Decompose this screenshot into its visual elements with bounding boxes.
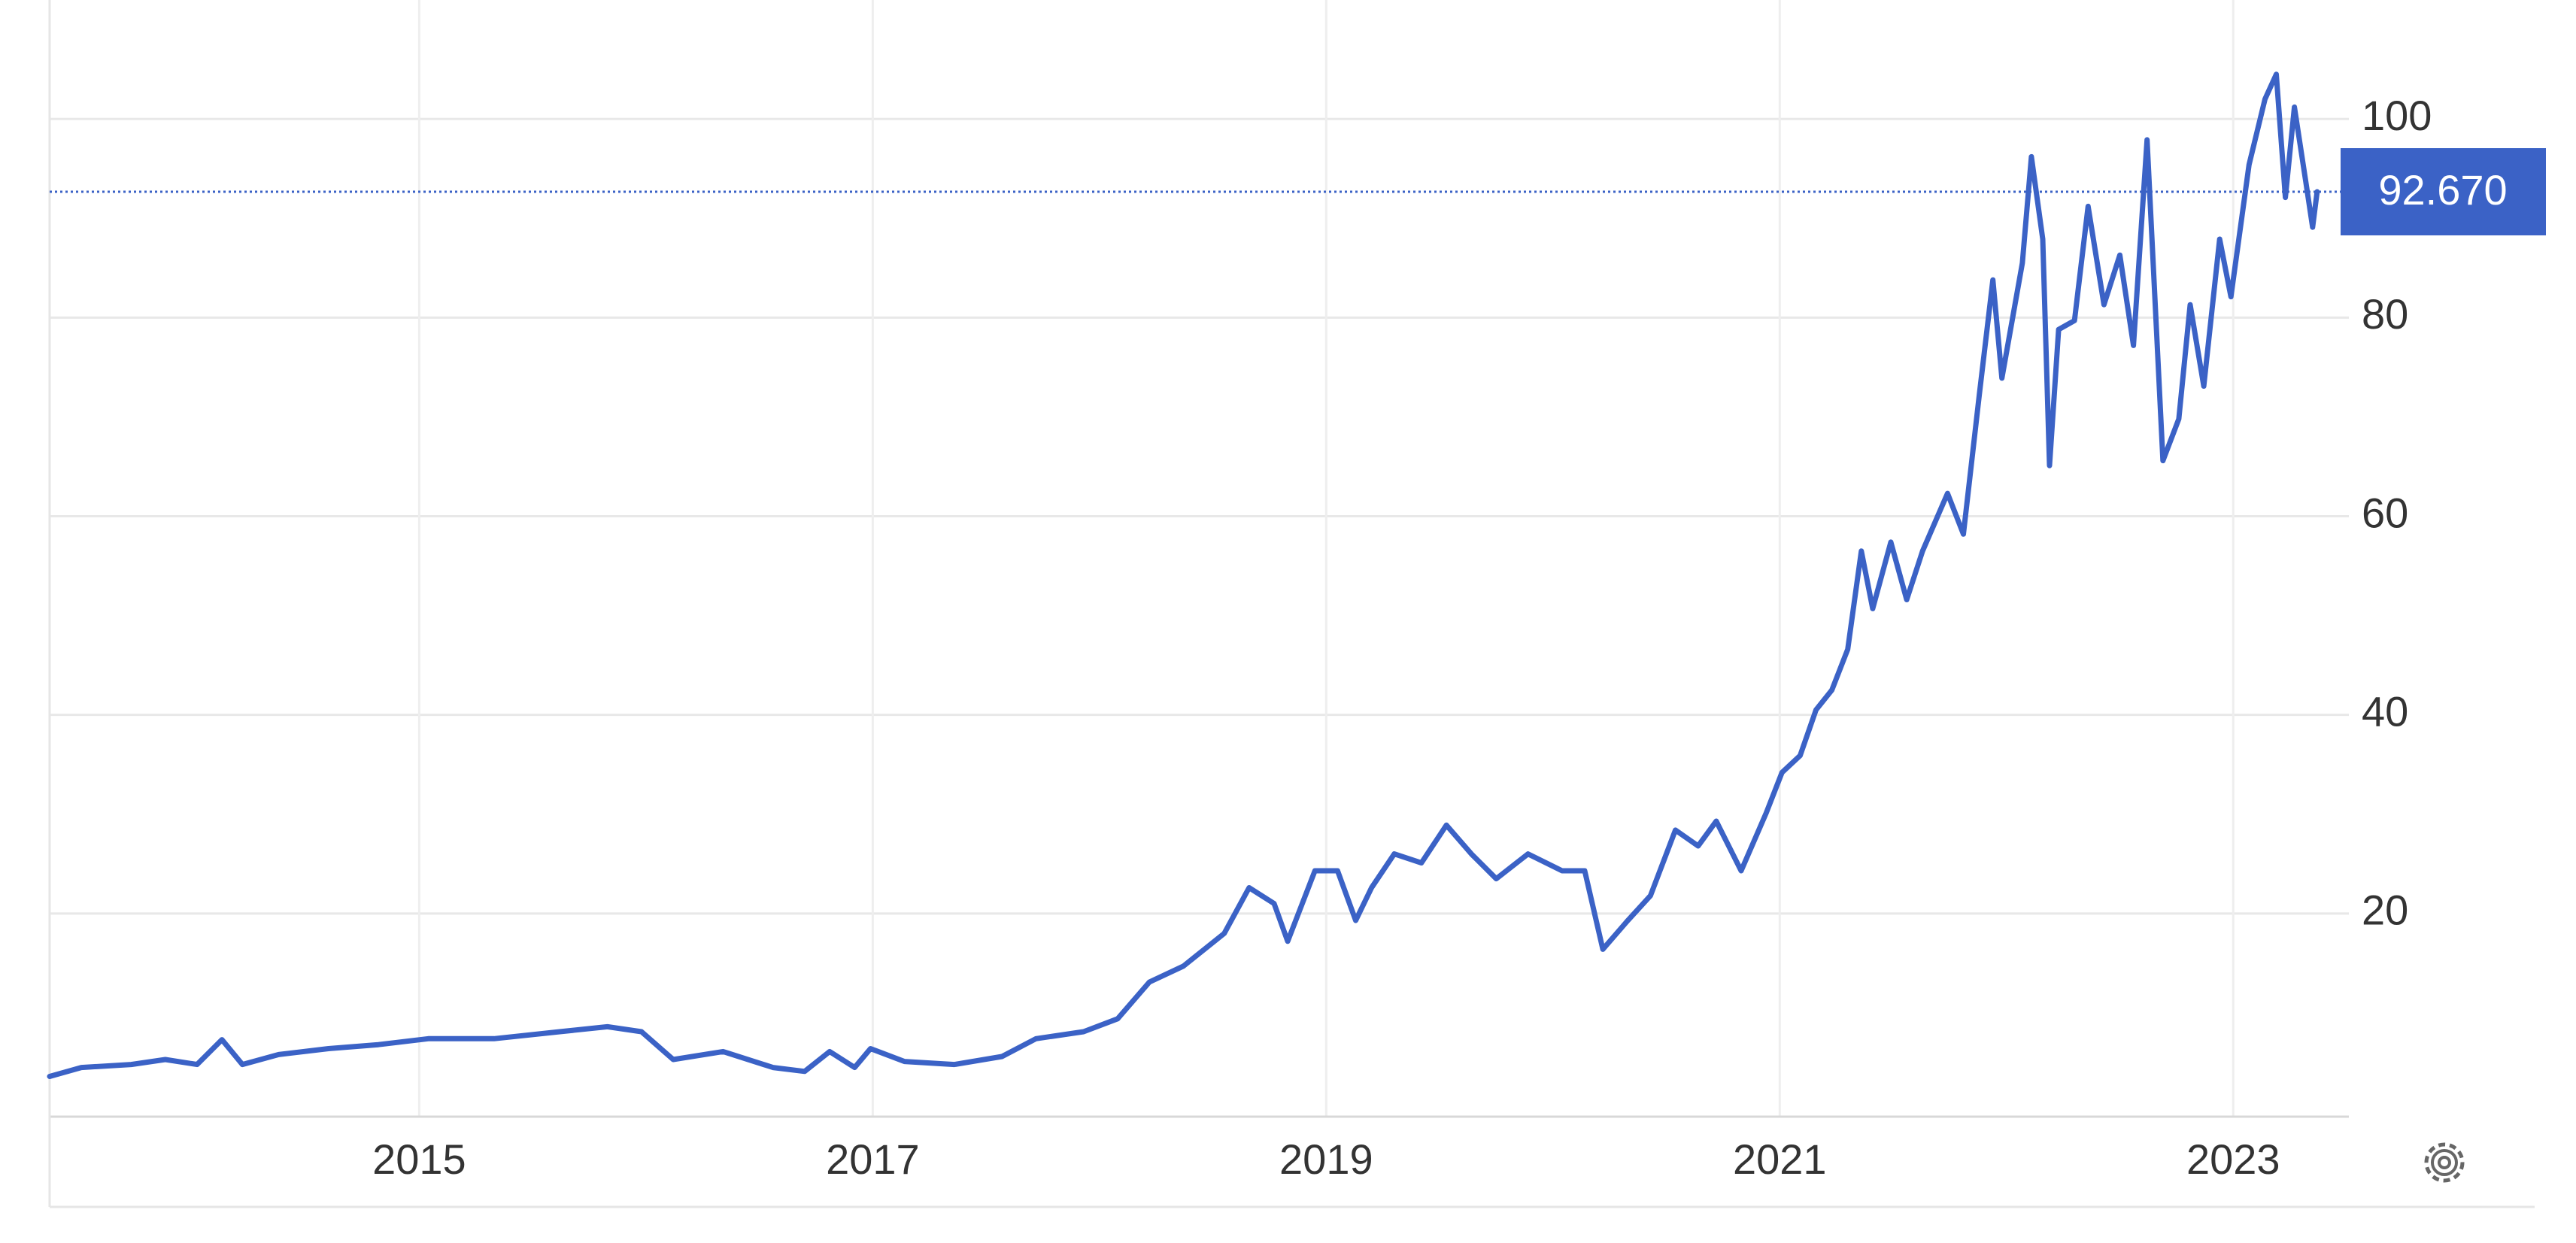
- last-value-badge: [2341, 148, 2546, 236]
- grid: [50, 0, 2349, 1117]
- last-value-label: 92.670: [2378, 166, 2507, 214]
- x-tick-label: 2015: [372, 1135, 466, 1183]
- x-tick-label: 2023: [2186, 1135, 2280, 1183]
- x-tick-label: 2019: [1279, 1135, 1373, 1183]
- y-tick-label: 100: [2362, 92, 2432, 139]
- x-tick-label: 2021: [1733, 1135, 1827, 1183]
- settings-icon[interactable]: [2424, 1142, 2465, 1183]
- price-line: [47, 71, 2320, 1079]
- y-tick-label: 60: [2362, 489, 2408, 536]
- x-tick-label: 2017: [826, 1135, 920, 1183]
- y-tick-label: 80: [2362, 290, 2408, 338]
- y-tick-label: 20: [2362, 887, 2408, 934]
- y-tick-label: 40: [2362, 687, 2408, 735]
